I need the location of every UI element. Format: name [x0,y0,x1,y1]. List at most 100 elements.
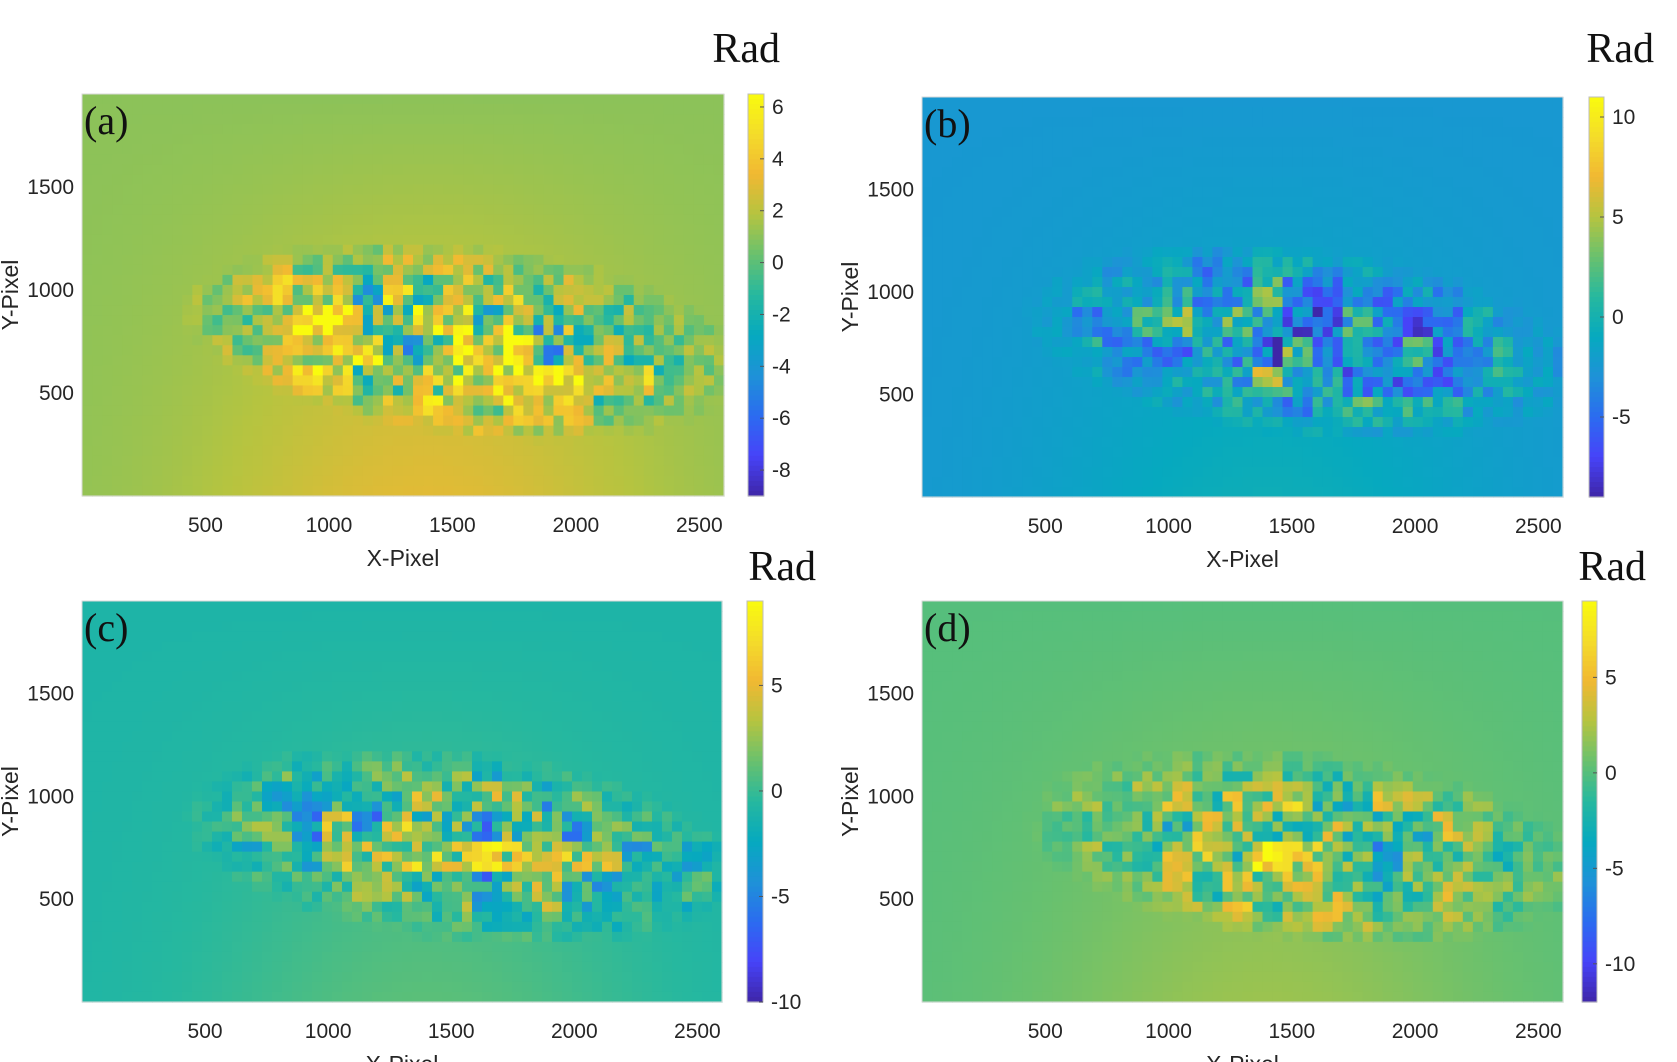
heatmap-cell [1232,147,1244,158]
heatmap-cell [102,435,113,447]
heatmap-cell [252,455,264,467]
heatmap-cell [132,134,143,145]
heatmap-cell [102,164,113,175]
heatmap-cell [1382,137,1394,148]
heatmap-cell [613,274,625,286]
heatmap-cell [322,355,334,366]
heatmap-cell [493,395,504,407]
heatmap-cell [212,144,224,155]
heatmap-cell [493,375,504,387]
heatmap-cell [503,204,514,216]
heatmap-cell [453,124,464,135]
heatmap-cell [282,435,294,447]
heatmap-cell [1432,377,1444,388]
heatmap-cell [1402,107,1414,118]
heatmap-cell [172,485,183,497]
heatmap-cell [433,395,444,407]
heatmap-cell [942,137,953,148]
heatmap-cell [613,295,625,306]
heatmap-cell [1422,117,1434,128]
heatmap-cell [1132,287,1143,298]
heatmap-cell [603,254,615,266]
heatmap-cell [1262,177,1274,188]
heatmap-cell [232,254,244,266]
heatmap-cell [643,435,655,447]
heatmap-cell [1322,427,1334,438]
heatmap-cell [222,395,234,407]
heatmap-cell [633,164,645,175]
heatmap-cell [1002,287,1013,298]
heatmap-cell [1402,317,1414,328]
heatmap-cell [1382,127,1394,138]
heatmap-cell [1062,207,1073,218]
colorbar-segment [748,249,764,256]
heatmap-cell [683,325,695,336]
heatmap-cell [92,415,103,427]
heatmap-cell [583,325,595,336]
heatmap-cell [1332,347,1344,358]
heatmap-cell [1372,317,1384,328]
heatmap-cell [1112,257,1123,268]
heatmap-cell [553,305,565,316]
heatmap-cell [1062,277,1073,288]
heatmap-cell [673,365,685,376]
heatmap-cells [82,94,725,497]
heatmap-cell [1322,437,1334,448]
heatmap-cell [262,485,274,497]
colorbar-tick-label: -6 [772,407,791,430]
heatmap-cell [1292,217,1304,228]
heatmap-cell [583,234,595,246]
heatmap-cell [1102,387,1113,398]
heatmap-cell [423,144,434,155]
heatmap-cell [1352,337,1364,348]
heatmap-cell [1502,427,1514,438]
heatmap-cell [272,355,284,366]
heatmap-cell [182,365,193,376]
heatmap-cell [1372,337,1384,348]
heatmap-cell [392,355,404,366]
heatmap-cell [1412,377,1424,388]
heatmap-cell [152,254,163,266]
heatmap-cell [503,104,514,115]
heatmap-cell [1002,207,1013,218]
heatmap-cell [1402,357,1414,368]
heatmap-cell [202,425,214,437]
heatmap-cell [342,345,354,356]
heatmap-cell [573,445,585,457]
heatmap-cell [392,204,404,216]
heatmap-cell [132,405,143,417]
heatmap-cell [1032,137,1043,148]
heatmap-cell [1352,97,1364,108]
heatmap-cell [563,385,575,397]
heatmap-cell [463,445,474,457]
heatmap-cell [1412,327,1424,338]
heatmap-cell [563,224,575,236]
heatmap-cell [433,305,444,316]
heatmap-cell [392,425,404,437]
heatmap-cell [152,204,163,216]
heatmap-cell [112,435,123,447]
heatmap-cell [413,295,424,306]
heatmap-cell [382,104,394,115]
heatmap-cell [202,325,214,336]
heatmap-cell [1422,97,1434,108]
heatmap-cell [172,345,183,356]
heatmap-cell [563,325,575,336]
heatmap-cell [673,375,685,387]
heatmap-cell [623,305,635,316]
heatmap-cell [1142,167,1153,178]
heatmap-cell [1402,267,1414,278]
heatmap-cell [1522,127,1534,138]
heatmap-cell [942,397,953,408]
heatmap-cell [92,234,103,246]
heatmap-cell [623,204,635,216]
heatmap-cell [493,425,504,437]
heatmap-cell [112,305,123,316]
heatmap-cell [1062,457,1073,468]
heatmap-cell [92,264,103,276]
heatmap-cell [1012,387,1023,398]
heatmap-cell [292,435,304,447]
heatmap-cell [1092,127,1103,138]
heatmap-cell [942,107,953,118]
heatmap-cell [1522,367,1534,378]
